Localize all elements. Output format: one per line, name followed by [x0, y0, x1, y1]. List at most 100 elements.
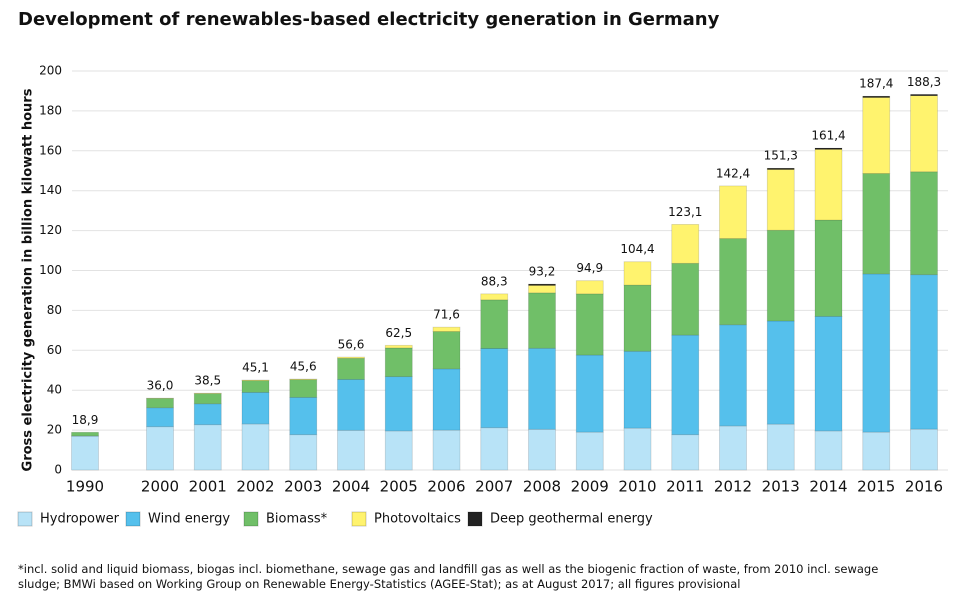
x-tick-label: 2010 — [618, 478, 656, 496]
legend-swatch — [125, 511, 141, 527]
legend-label: Hydropower — [40, 512, 120, 527]
y-tick-label: 40 — [47, 383, 62, 397]
bar-segment — [815, 148, 842, 150]
bar-segment — [575, 280, 604, 295]
y-tick-label: 200 — [39, 64, 62, 78]
y-tick-label: 60 — [47, 343, 62, 357]
value-label: 38,5 — [194, 374, 221, 388]
bar-segment — [289, 379, 318, 398]
bar-segment — [337, 357, 365, 380]
bar-segment — [862, 96, 890, 98]
bar-segment — [528, 292, 556, 349]
bar-segment — [814, 315, 843, 432]
x-tick-label: 1990 — [66, 478, 104, 496]
legend-label: Biomass* — [266, 512, 328, 527]
x-tick-label: 2005 — [380, 478, 418, 496]
bar-segment — [910, 94, 938, 173]
x-tick-label: 2009 — [571, 478, 609, 496]
y-tick-label: 120 — [39, 223, 62, 237]
legend-label: Photovoltaics — [374, 512, 461, 527]
bar-segment — [623, 284, 652, 352]
value-label: 71,6 — [433, 308, 460, 322]
bar-segment — [910, 274, 938, 430]
y-tick-label: 100 — [39, 263, 62, 277]
legend-swatch — [467, 511, 483, 527]
x-tick-label: 2000 — [141, 478, 179, 496]
bar-segment — [910, 428, 938, 471]
bar-segment — [719, 324, 747, 427]
legend-swatch — [351, 511, 367, 527]
bar-segment — [241, 423, 270, 471]
bar-segment — [432, 429, 461, 471]
bar-segment — [910, 171, 938, 276]
bar-segment — [146, 407, 174, 428]
x-tick-label: 2016 — [905, 478, 943, 496]
bar-segment — [719, 238, 747, 326]
bar-segment — [862, 431, 891, 471]
bar-segment — [766, 423, 795, 471]
value-label: 151,3 — [764, 149, 798, 163]
bar-segment — [575, 431, 604, 471]
bar-segment — [146, 397, 174, 409]
bar-segment — [623, 261, 652, 286]
bar-segment — [193, 424, 222, 471]
bar-segment — [241, 380, 270, 393]
bar-segment — [432, 326, 461, 332]
bar-segment — [528, 284, 556, 286]
bar-segment — [814, 147, 843, 221]
x-tick-label: 2014 — [809, 478, 847, 496]
x-tick-label: 2013 — [762, 478, 800, 496]
bar-segment — [71, 435, 99, 471]
value-label: 36,0 — [147, 379, 174, 393]
bar-segment — [241, 391, 270, 425]
bar-segment — [671, 262, 700, 336]
bar-segment — [337, 379, 365, 431]
bar-segment — [719, 185, 747, 239]
bar-segment — [528, 347, 556, 430]
x-tick-label: 2007 — [475, 478, 513, 496]
value-label: 142,4 — [716, 166, 750, 180]
chart-title: Development of renewables-based electric… — [18, 9, 720, 30]
value-label: 45,6 — [290, 360, 317, 374]
bar-segment — [671, 434, 700, 471]
bar-segment — [814, 219, 843, 317]
value-label: 161,4 — [811, 129, 845, 143]
bar-segment — [766, 229, 795, 322]
value-label: 45,1 — [242, 361, 269, 375]
bar-segment — [432, 368, 461, 431]
bar-segment — [623, 350, 652, 429]
bar-segment — [289, 378, 318, 381]
chart: Development of renewables-based electric… — [17, 9, 948, 527]
value-label: 123,1 — [668, 205, 702, 219]
value-label: 187,4 — [859, 77, 893, 91]
bar-segment — [575, 293, 604, 356]
bar-segment — [862, 273, 891, 433]
legend-swatch — [17, 511, 33, 527]
value-label: 56,6 — [338, 338, 365, 352]
bar-segment — [671, 224, 700, 264]
x-tick-label: 2004 — [332, 478, 370, 496]
bar-segment — [910, 94, 938, 96]
bar-segment — [862, 173, 891, 275]
value-label: 18,9 — [72, 413, 99, 427]
value-label: 88,3 — [481, 274, 508, 288]
legend-swatch — [243, 511, 259, 527]
bar-segment — [384, 376, 413, 432]
bar-segment — [146, 426, 174, 471]
value-label: 62,5 — [385, 326, 412, 340]
bar-segment — [766, 167, 795, 231]
x-tick-label: 2006 — [427, 478, 465, 496]
footnote: *incl. solid and liquid biomass, biogas … — [18, 562, 879, 591]
y-tick-label: 140 — [39, 183, 62, 197]
legend-label: Wind energy — [148, 512, 230, 527]
bar-segment — [241, 379, 270, 382]
bar-segment — [671, 334, 700, 436]
bar-segment — [384, 344, 413, 349]
bar-segment — [623, 427, 652, 471]
y-tick-label: 0 — [54, 463, 62, 477]
bar-segment — [432, 331, 461, 370]
x-tick-label: 2011 — [666, 478, 704, 496]
x-tick-label: 2003 — [284, 478, 322, 496]
bar-segment — [480, 348, 509, 429]
bar-segment — [480, 299, 509, 349]
